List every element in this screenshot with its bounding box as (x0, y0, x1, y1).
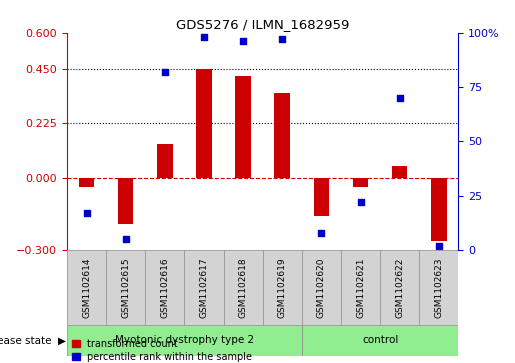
Text: GSM1102620: GSM1102620 (317, 257, 326, 318)
Text: control: control (362, 335, 398, 346)
Point (82, 211, 91, 216)
Bar (302, 325, 458, 356)
Bar (196, 69, 212, 178)
Point (161, 69, 169, 75)
Text: GSM1102615: GSM1102615 (121, 257, 130, 318)
Bar (67, 325, 302, 356)
Point (239, 38, 247, 44)
Text: GSM1102623: GSM1102623 (434, 257, 443, 318)
Bar (353, 178, 368, 187)
Text: GSM1102616: GSM1102616 (160, 257, 169, 318)
Bar (118, 178, 133, 224)
Text: GSM1102622: GSM1102622 (395, 257, 404, 318)
Bar (235, 76, 251, 178)
Text: GSM1102618: GSM1102618 (238, 257, 248, 318)
Text: disease state  ▶: disease state ▶ (0, 335, 66, 346)
Bar (314, 178, 329, 216)
Point (396, 95, 404, 101)
Point (317, 230, 325, 236)
Text: GSM1102621: GSM1102621 (356, 257, 365, 318)
Legend: transformed count, percentile rank within the sample: transformed count, percentile rank withi… (72, 339, 252, 362)
Bar (392, 166, 407, 178)
Bar (274, 93, 290, 178)
Text: GSM1102617: GSM1102617 (199, 257, 209, 318)
Bar (79, 178, 94, 187)
Text: Myotonic dystrophy type 2: Myotonic dystrophy type 2 (115, 335, 254, 346)
Text: GSM1102614: GSM1102614 (82, 257, 91, 318)
Point (200, 34, 208, 40)
Title: GDS5276 / ILMN_1682959: GDS5276 / ILMN_1682959 (176, 19, 349, 32)
Bar (157, 144, 173, 178)
Point (278, 36, 286, 42)
Point (356, 200, 365, 205)
Text: GSM1102619: GSM1102619 (278, 257, 287, 318)
Point (435, 243, 443, 249)
Bar (431, 178, 447, 241)
Point (122, 237, 130, 242)
